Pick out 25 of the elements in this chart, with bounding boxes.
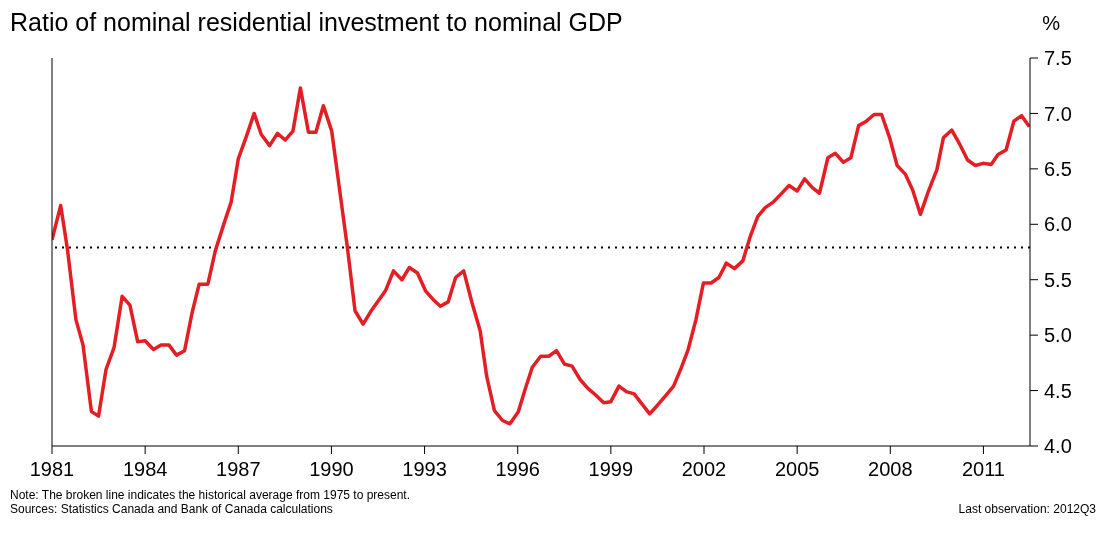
y-axis-title: % — [1042, 12, 1060, 36]
x-tick-label: 2011 — [961, 458, 1005, 481]
x-tick-label: 1993 — [402, 458, 447, 481]
text: Note: The broken line indicates the historical average from 1975 to present. — [10, 488, 411, 502]
text: Last observation: 2012Q3 — [958, 502, 1096, 516]
x-tick-label: 2002 — [681, 458, 727, 481]
x-tick-label: 1981 — [29, 458, 75, 481]
y-tick-label: 5.5 — [1044, 268, 1072, 291]
x-tick-label: 1987 — [216, 458, 261, 481]
y-tick-label: 4.0 — [1044, 435, 1072, 458]
x-tick-label: 2008 — [868, 458, 913, 481]
y-tick-label: 6.0 — [1044, 213, 1072, 236]
x-tick-label: 1990 — [309, 458, 354, 481]
y-tick-label: 7.0 — [1044, 102, 1072, 125]
x-tick-label: 1996 — [495, 458, 540, 481]
x-tick-label: 1984 — [122, 458, 168, 481]
y-tick-label: 5.0 — [1044, 324, 1072, 347]
x-tick-label: 2005 — [774, 458, 820, 481]
x-tick-label: 1999 — [588, 458, 634, 481]
y-tick-label: 4.5 — [1044, 379, 1072, 402]
chart-title: Ratio of nominal residential investment to nominal GDP — [10, 8, 623, 38]
y-tick-label: 6.5 — [1044, 157, 1072, 180]
y-tick-label: 7.5 — [1044, 47, 1072, 70]
line-series — [52, 86, 1030, 426]
source-note: Sources: Statistics Canada and Bank of Canada calculations — [10, 502, 334, 516]
